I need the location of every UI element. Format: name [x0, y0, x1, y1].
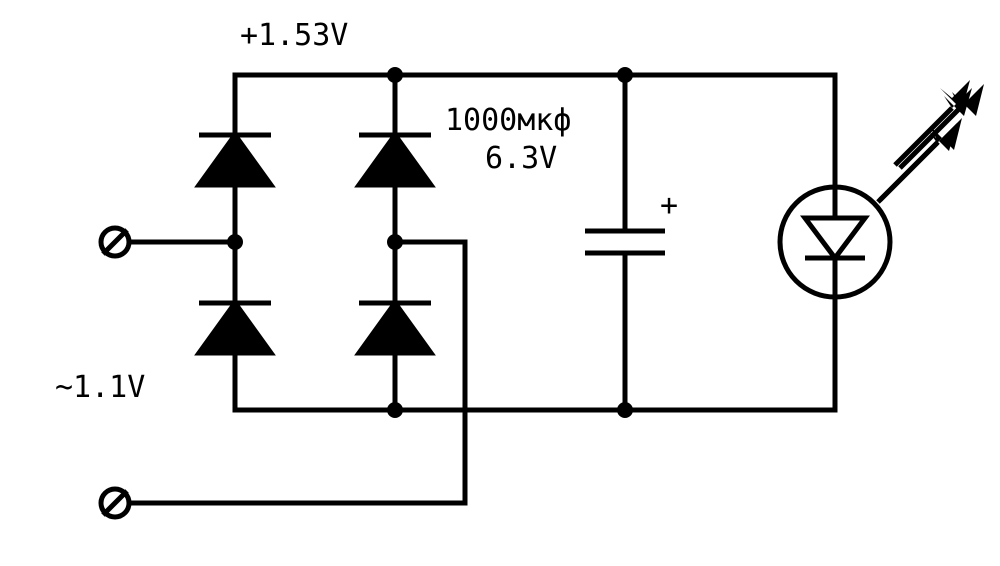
diode-d2-top: [359, 135, 431, 185]
label-top-voltage: +1.53V: [240, 18, 348, 53]
label-cap-value: 1000мкф: [445, 103, 571, 138]
capacitor: [585, 231, 665, 253]
diode-d1-top: [199, 135, 271, 185]
label-cap-polarity: +: [660, 188, 678, 223]
circuit-schematic: +1.53V 1000мкф 6.3V + ~1.1V: [0, 0, 1000, 566]
led: [780, 88, 972, 297]
label-ac-input: ~1.1V: [55, 370, 145, 405]
label-cap-voltage: 6.3V: [485, 141, 557, 176]
diode-d1-bottom: [199, 303, 271, 353]
led-arrows-clean: [878, 84, 984, 202]
diode-d2-bottom: [359, 303, 431, 353]
